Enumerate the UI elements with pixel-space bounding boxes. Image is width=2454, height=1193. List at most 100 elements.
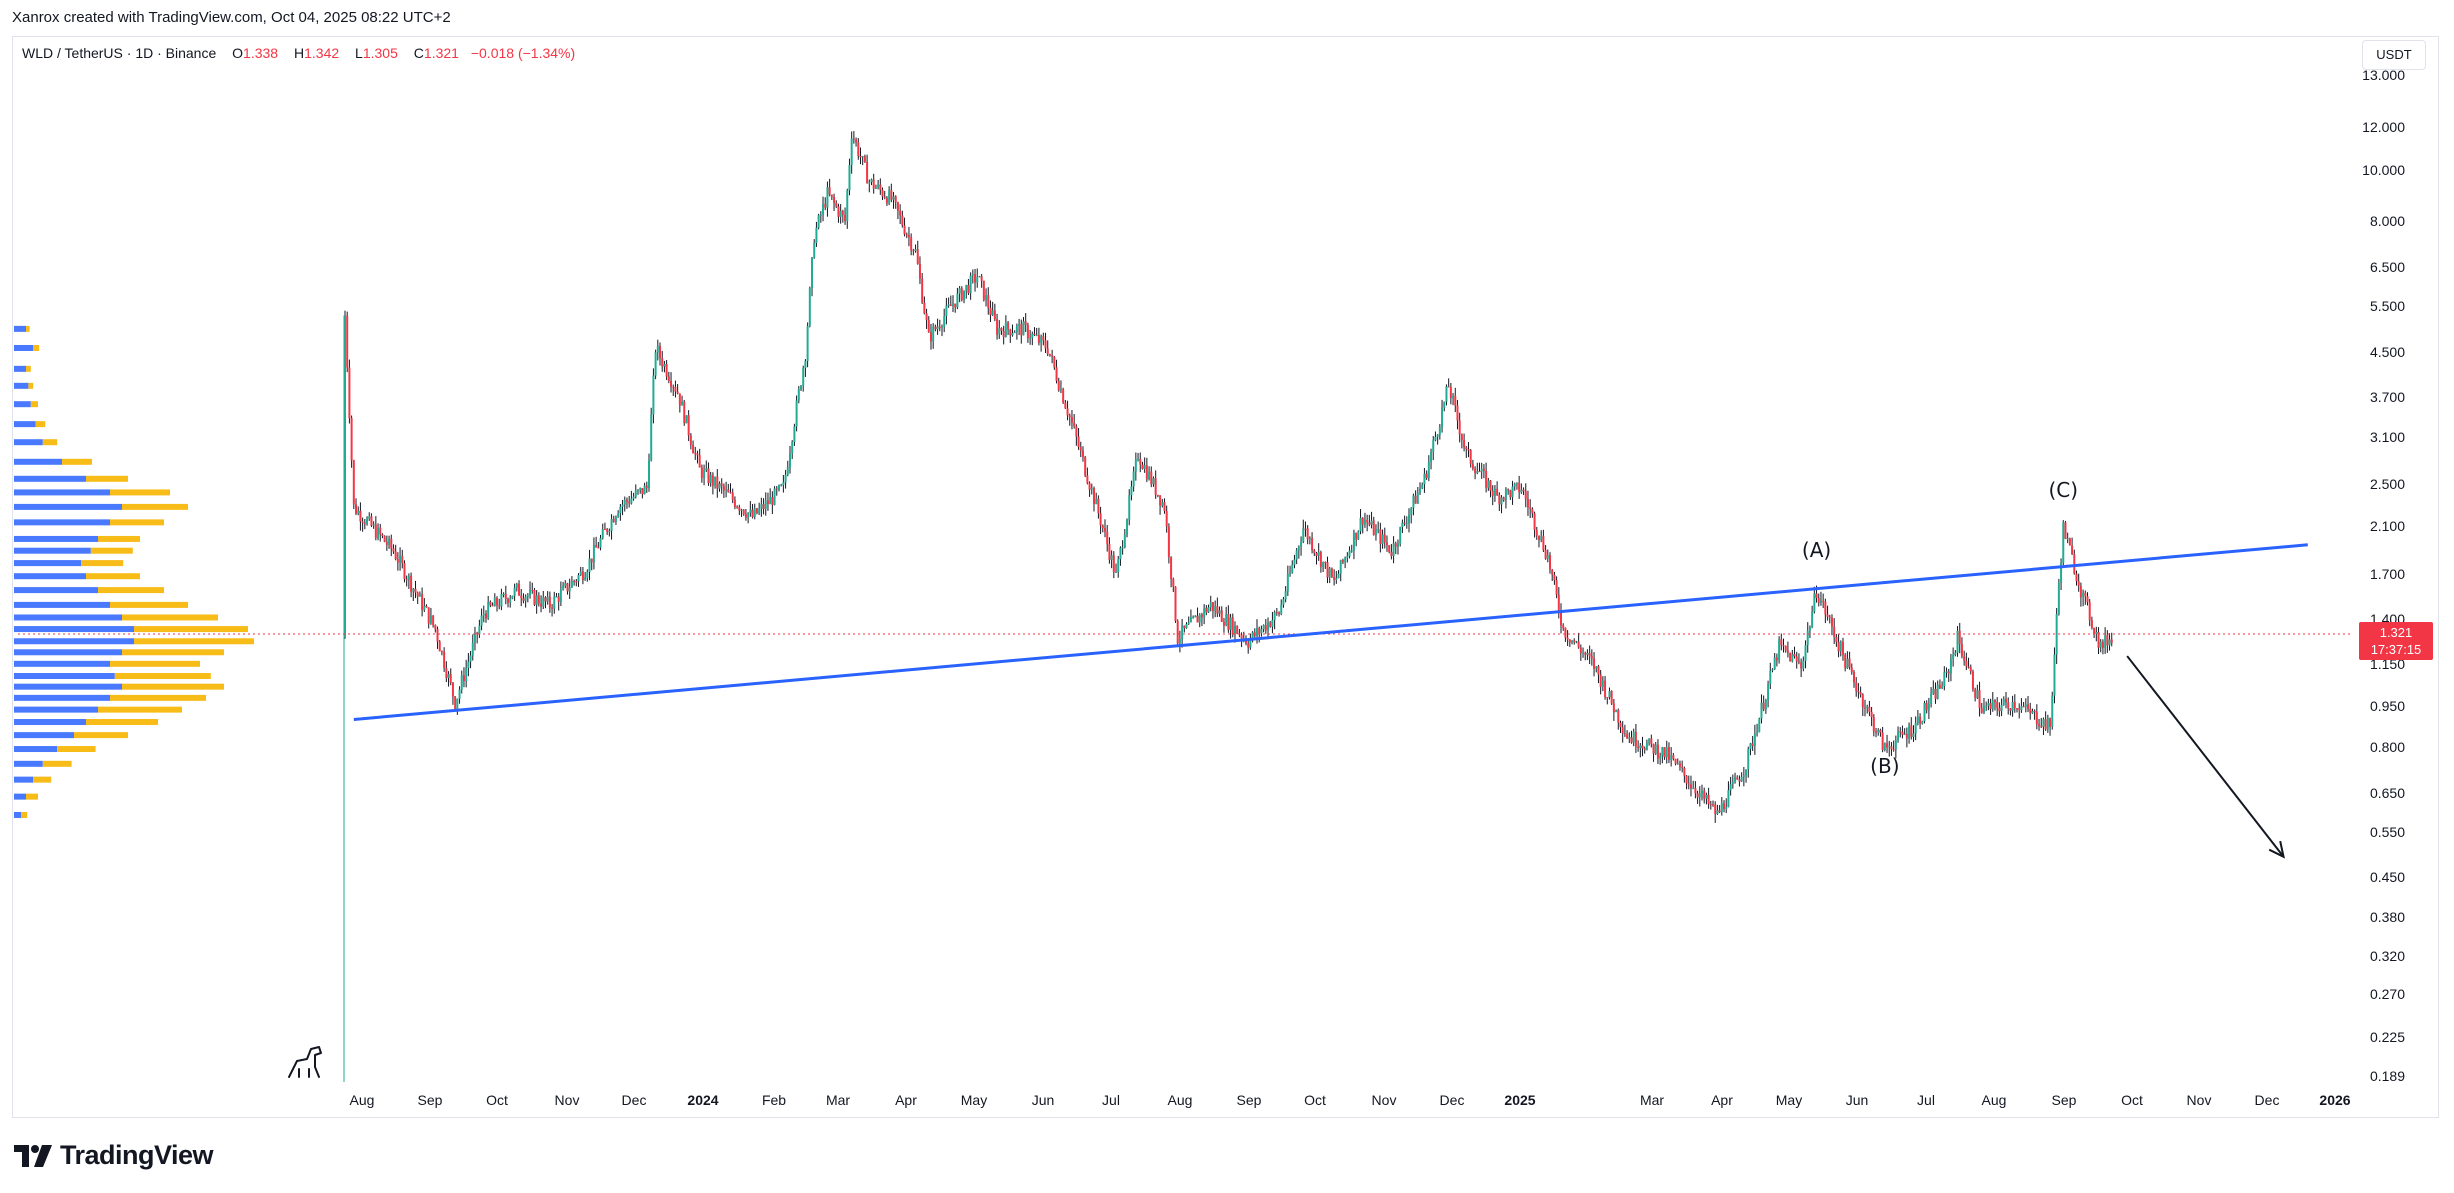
candle-body: [1425, 473, 1428, 479]
candle-body: [628, 501, 631, 504]
candle-body: [1377, 529, 1380, 531]
candle-body: [2000, 705, 2003, 712]
candle-body: [1632, 731, 1635, 743]
candle-body: [564, 583, 567, 586]
candle-body: [511, 595, 514, 599]
candle-body: [1119, 547, 1122, 560]
candle-body: [1419, 488, 1422, 493]
candle-body: [392, 548, 395, 552]
candle-body: [493, 597, 496, 607]
candle-body: [667, 376, 670, 381]
candle-body: [487, 601, 490, 619]
candle-body: [1637, 746, 1640, 749]
candle-body: [1374, 529, 1377, 535]
candle-body: [1258, 628, 1261, 634]
candle-body: [749, 509, 752, 513]
tradingview-logo[interactable]: TradingView: [14, 1140, 214, 1171]
candle-body: [1029, 337, 1032, 339]
candle-body: [535, 595, 538, 605]
candle-body: [1971, 671, 1974, 690]
candle-body: [907, 235, 910, 238]
candle-body: [473, 632, 476, 643]
candle-body: [1817, 598, 1820, 603]
candle-body: [1694, 788, 1697, 794]
candle-body: [504, 593, 507, 599]
price-axis[interactable]: 13.000 12.000 10.000 8.000 6.500 5.500 4.500 3.…: [2362, 67, 2405, 1084]
candle-body: [1877, 729, 1880, 733]
candle-body: [1009, 329, 1012, 336]
candle-body: [2097, 631, 2100, 648]
candle-body: [1839, 641, 1842, 652]
dino-icon[interactable]: [288, 1046, 322, 1078]
candle-body: [1504, 489, 1507, 501]
candle-body: [1209, 602, 1212, 608]
candle-body: [1181, 625, 1184, 640]
candle-body: [1366, 519, 1369, 523]
candle-body: [1548, 555, 1551, 570]
candle-body: [1974, 689, 1977, 698]
candle-body: [683, 401, 686, 424]
candle-body: [1134, 459, 1137, 472]
volume-profile-bar-down: [86, 719, 158, 726]
candle-body: [524, 596, 527, 601]
candle-body: [890, 190, 893, 200]
candle-body: [1919, 716, 1922, 724]
currency-button[interactable]: USDT: [2362, 40, 2426, 70]
candle-body: [899, 210, 902, 216]
symbol-name[interactable]: WLD / TetherUS · 1D · Binance: [22, 45, 217, 61]
candle-body: [1927, 703, 1930, 711]
volume-profile-bar-up: [14, 519, 110, 526]
time-tick-label: May: [961, 1092, 987, 1108]
candle-body: [1802, 660, 1805, 669]
candle-body: [1903, 733, 1906, 735]
candle-body: [879, 184, 882, 190]
candle-body: [1822, 600, 1825, 602]
volume-profile-bar-up: [14, 475, 86, 482]
candle-body: [1187, 622, 1190, 624]
candle-body: [1542, 536, 1545, 551]
candle-body: [1363, 519, 1366, 525]
candle-body: [363, 522, 366, 525]
candle-body: [443, 651, 446, 669]
candle-body: [1229, 617, 1232, 630]
candle-body: [412, 588, 415, 592]
trendline[interactable]: [353, 543, 2308, 721]
candle-body: [2066, 538, 2069, 540]
candle-body: [1339, 560, 1342, 574]
volume-profile-bar-down: [81, 560, 124, 567]
time-axis[interactable]: Aug Sep Oct Nov Dec 2024 Feb Mar Apr May Jun Jul Aug…: [350, 1092, 2351, 1108]
candle-body: [1720, 803, 1723, 813]
candle-body: [839, 211, 842, 217]
candle-body: [2084, 592, 2087, 597]
candle-body: [1529, 507, 1532, 510]
candle-body: [780, 485, 783, 487]
candle-body: [1764, 699, 1767, 710]
candle-body: [1861, 694, 1864, 708]
candle-body: [1341, 560, 1344, 563]
candle-body: [1518, 482, 1521, 493]
candle-body: [755, 508, 758, 514]
candle-body: [2009, 708, 2012, 711]
candle-body: [1643, 748, 1646, 750]
candle-body: [1348, 550, 1351, 557]
candle-body: [1458, 420, 1461, 435]
candle-body: [1546, 555, 1549, 559]
candle-body: [418, 593, 421, 597]
time-tick-label: Apr: [1711, 1092, 1733, 1108]
candle-body: [1443, 401, 1446, 408]
candle-body: [1811, 611, 1814, 628]
candle-body: [1709, 804, 1712, 806]
candle-body: [526, 595, 529, 597]
candle-body: [1991, 700, 1994, 709]
candle-body: [1068, 415, 1071, 417]
candle-body: [850, 138, 853, 166]
candle-body: [537, 595, 540, 604]
projection-arrow[interactable]: [2126, 655, 2285, 859]
candle-body: [1577, 641, 1580, 648]
candle-body: [674, 387, 677, 392]
candle-body: [1112, 555, 1115, 573]
candle-body: [1956, 630, 1959, 653]
candle-body: [1568, 639, 1571, 643]
candle-body: [1665, 747, 1668, 758]
